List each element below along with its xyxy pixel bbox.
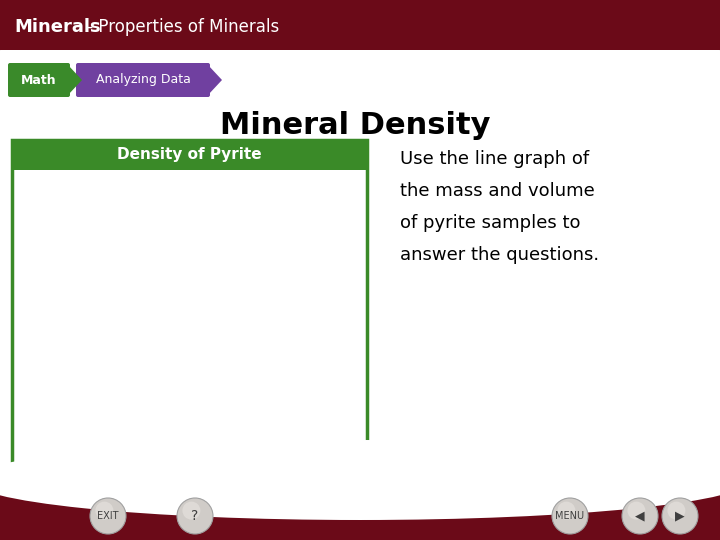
- Text: answer the questions.: answer the questions.: [400, 246, 599, 264]
- FancyBboxPatch shape: [8, 63, 70, 97]
- Point: [151, 394, 163, 402]
- Text: the mass and volume: the mass and volume: [400, 182, 595, 200]
- Point: [100, 429, 112, 438]
- Text: ?: ?: [192, 509, 199, 523]
- Point: [354, 253, 366, 261]
- Text: Math: Math: [21, 73, 57, 86]
- Circle shape: [557, 502, 575, 519]
- Circle shape: [667, 502, 685, 519]
- Text: Density of Pyrite: Density of Pyrite: [117, 147, 261, 163]
- FancyBboxPatch shape: [76, 63, 210, 97]
- Text: Minerals: Minerals: [14, 18, 101, 36]
- Text: - Properties of Minerals: - Properties of Minerals: [82, 18, 279, 36]
- Polygon shape: [68, 65, 82, 95]
- Text: B: B: [161, 379, 168, 389]
- Circle shape: [95, 502, 114, 519]
- Circle shape: [177, 498, 213, 534]
- Text: Analyzing Data: Analyzing Data: [96, 73, 190, 86]
- Text: EXIT: EXIT: [97, 511, 119, 521]
- Circle shape: [662, 498, 698, 534]
- Text: A: A: [110, 413, 117, 423]
- Text: of pyrite samples to: of pyrite samples to: [400, 214, 580, 232]
- Point: [253, 323, 264, 332]
- Text: MENU: MENU: [555, 511, 585, 521]
- Polygon shape: [208, 65, 222, 95]
- Ellipse shape: [0, 440, 720, 520]
- FancyBboxPatch shape: [12, 140, 367, 170]
- Text: Mineral Density: Mineral Density: [220, 111, 490, 139]
- Text: Use the line graph of: Use the line graph of: [400, 150, 589, 168]
- Bar: [0, 480, 720, 540]
- Circle shape: [182, 502, 200, 519]
- Text: ◀: ◀: [635, 510, 645, 523]
- Circle shape: [90, 498, 126, 534]
- Text: C: C: [262, 308, 270, 318]
- Y-axis label: Mass (g): Mass (g): [6, 297, 19, 358]
- Text: D: D: [364, 238, 372, 247]
- Circle shape: [627, 502, 645, 519]
- FancyBboxPatch shape: [12, 140, 367, 485]
- Circle shape: [622, 498, 658, 534]
- X-axis label: Volume (cm³): Volume (cm³): [161, 494, 254, 507]
- Text: ▶: ▶: [675, 510, 685, 523]
- Bar: [0, 0, 720, 50]
- Circle shape: [552, 498, 588, 534]
- FancyBboxPatch shape: [0, 48, 720, 502]
